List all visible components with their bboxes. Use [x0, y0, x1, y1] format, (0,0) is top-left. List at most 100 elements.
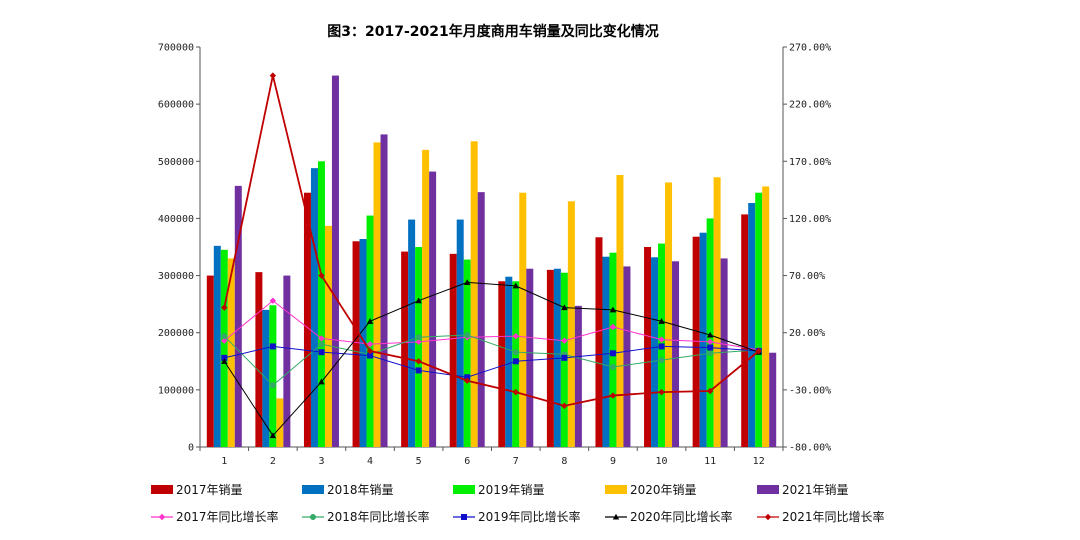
legend-label: 2017年同比增长率	[176, 509, 279, 524]
bar	[574, 305, 582, 447]
bar	[595, 237, 603, 447]
y-left-tick-label: 300000	[158, 271, 194, 282]
axes: 0 100000 200000 300000 400000 500000 600000 700…	[158, 43, 831, 468]
line-point	[561, 304, 568, 311]
x-tick-label: 3	[318, 456, 324, 467]
line-point	[269, 432, 277, 439]
line-point	[318, 341, 325, 348]
legend-label: 2021年销量	[782, 483, 849, 497]
bar	[713, 177, 721, 448]
bar	[762, 186, 770, 447]
line-point	[609, 392, 617, 399]
line-point	[415, 334, 422, 341]
line-series	[223, 300, 759, 351]
line-point	[310, 514, 316, 520]
bar	[408, 219, 416, 447]
x-tick-label: 9	[610, 456, 616, 467]
x-tick-label: 5	[416, 456, 422, 467]
line-point	[221, 333, 228, 340]
bar	[373, 142, 381, 447]
legend-swatch	[151, 485, 173, 494]
line-point	[366, 318, 374, 324]
bar	[470, 141, 478, 448]
line-point	[318, 349, 325, 356]
line-point	[269, 343, 276, 350]
bar	[463, 259, 471, 447]
bar	[741, 214, 749, 447]
x-tick-label: 10	[656, 456, 668, 467]
bar	[401, 251, 409, 447]
legend-label: 2020年同比增长率	[630, 509, 733, 524]
line-point	[221, 304, 228, 311]
line-point	[512, 332, 519, 340]
bar	[324, 225, 332, 447]
line-point	[707, 350, 714, 357]
y-left-tick-label: 200000	[158, 328, 194, 339]
bar	[623, 266, 631, 447]
line-point	[318, 335, 325, 342]
bar	[755, 192, 763, 447]
line-point	[707, 344, 714, 351]
chart-title: 图3：2017-2021年月度商用车销量及同比变化情况	[327, 23, 658, 40]
line-point	[609, 350, 616, 357]
line-series	[223, 281, 759, 437]
x-tick-label: 4	[367, 456, 373, 467]
line-point	[561, 354, 568, 361]
bar	[505, 276, 513, 447]
bar	[567, 201, 575, 447]
legend-label: 2019年销量	[478, 483, 545, 497]
y-left-tick-label: 100000	[158, 385, 194, 396]
bar	[269, 305, 277, 447]
bar	[602, 256, 610, 447]
line-point	[415, 367, 422, 374]
line-point	[367, 352, 374, 359]
line-point	[464, 374, 471, 381]
x-tick-label: 8	[561, 456, 567, 467]
line-point	[464, 279, 471, 285]
bar	[498, 281, 506, 447]
y-left-tick-label: 600000	[158, 100, 194, 111]
legend-label: 2020年销量	[630, 483, 697, 497]
bar	[206, 275, 214, 447]
bar	[748, 203, 756, 447]
line-point	[269, 297, 277, 304]
y-right-tick-label: 120.00%	[789, 214, 831, 225]
line-point	[764, 513, 772, 521]
x-tick-label: 2	[270, 456, 276, 467]
line-point	[512, 358, 519, 365]
bar	[699, 232, 707, 447]
bar	[609, 252, 617, 447]
legend-label: 2018年同比增长率	[327, 509, 430, 524]
y-right-tick-label: 170.00%	[789, 157, 831, 168]
line-point	[658, 343, 665, 350]
legend-label: 2019年同比增长率	[478, 509, 581, 524]
line-point	[658, 336, 665, 343]
line-point	[609, 306, 617, 313]
line-point	[221, 337, 228, 344]
bar	[331, 75, 339, 448]
y-right-tick-label: 220.00%	[789, 100, 831, 111]
lines	[221, 72, 762, 439]
legend-swatch	[453, 485, 475, 494]
line-point	[415, 358, 422, 365]
bar	[234, 185, 242, 447]
bar	[366, 215, 374, 447]
bar	[276, 398, 284, 447]
line-point	[269, 72, 277, 79]
bar	[213, 245, 221, 447]
bar	[769, 352, 777, 447]
line-point	[366, 347, 374, 355]
x-tick-label: 11	[704, 456, 716, 467]
bar	[519, 192, 527, 447]
legend-swatch	[605, 485, 627, 494]
line-point	[464, 332, 471, 338]
x-tick-label: 12	[753, 456, 765, 467]
bar	[380, 134, 388, 447]
y-right-tick-label: 270.00%	[789, 43, 831, 54]
bar	[477, 192, 485, 447]
line-point	[561, 402, 568, 410]
line-point	[464, 377, 471, 384]
line-point	[755, 347, 762, 355]
bar	[672, 261, 680, 447]
line-point	[318, 378, 325, 385]
